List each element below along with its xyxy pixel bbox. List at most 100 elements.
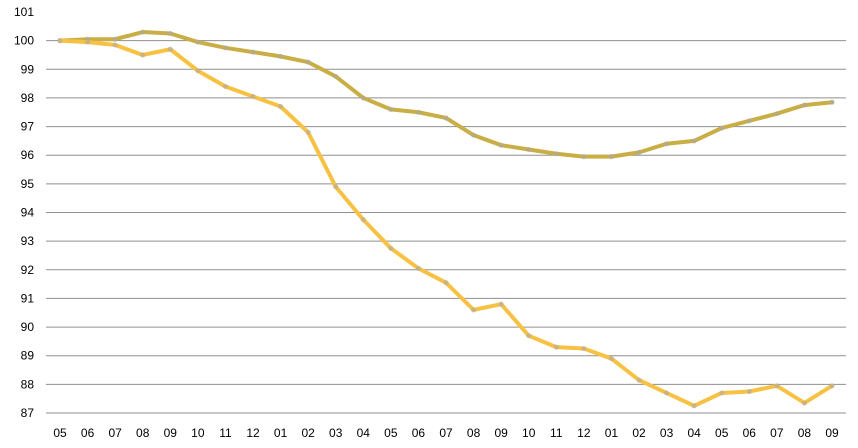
x-tick-label: 08 [467, 426, 481, 440]
data-point [443, 280, 449, 286]
x-tick-label: 09 [164, 426, 178, 440]
data-point [636, 149, 642, 155]
x-tick-label: 03 [660, 426, 674, 440]
data-point [470, 132, 477, 138]
data-point [443, 115, 449, 121]
data-point [498, 301, 504, 307]
data-point [84, 39, 91, 45]
series-group [57, 29, 835, 409]
y-tick-label: 87 [21, 406, 35, 420]
data-point [305, 129, 311, 135]
data-point [498, 142, 504, 148]
data-point [663, 390, 670, 396]
x-tick-label: 05 [53, 426, 67, 440]
data-point [250, 93, 256, 100]
data-point [277, 53, 284, 59]
x-tick-label: 01 [274, 426, 288, 440]
y-tick-label: 91 [21, 291, 35, 305]
x-tick-label: 05 [715, 426, 729, 440]
data-point [333, 73, 339, 80]
y-tick-label: 94 [21, 206, 35, 220]
data-point [167, 30, 173, 37]
data-point [581, 345, 587, 352]
y-tick-label: 98 [21, 91, 35, 105]
series-1 [57, 29, 835, 160]
data-point [608, 154, 615, 160]
x-tick-label: 08 [136, 426, 150, 440]
data-point [746, 388, 752, 395]
y-tick-label: 93 [21, 234, 35, 248]
data-point [663, 141, 670, 147]
x-tick-label: 02 [632, 426, 646, 440]
data-point [415, 109, 422, 115]
data-point [415, 265, 422, 271]
data-point [801, 400, 808, 406]
x-tick-label: 02 [301, 426, 315, 440]
y-tick-label: 89 [21, 349, 35, 363]
y-tick-label: 95 [21, 177, 35, 191]
data-point [581, 154, 587, 160]
data-point [360, 217, 366, 223]
data-point [691, 403, 697, 409]
data-point [333, 184, 339, 190]
y-tick-label: 92 [21, 263, 35, 277]
x-tick-label: 10 [522, 426, 536, 440]
data-point [277, 103, 284, 110]
x-tick-label: 12 [577, 426, 591, 440]
data-point [774, 383, 780, 389]
x-tick-label: 06 [743, 426, 757, 440]
x-tick-label: 07 [439, 426, 453, 440]
data-point [112, 36, 118, 42]
data-point [388, 245, 394, 251]
data-point [719, 125, 725, 131]
data-point [470, 307, 477, 313]
x-tick-label: 06 [412, 426, 426, 440]
data-point [222, 83, 229, 90]
x-tick-label: 03 [329, 426, 343, 440]
data-point [250, 49, 256, 55]
x-tick-label: 07 [108, 426, 122, 440]
data-point [829, 383, 835, 389]
series-line [58, 38, 834, 408]
data-point [305, 59, 311, 65]
gridlines [46, 40, 846, 414]
data-point [222, 45, 229, 51]
data-point [774, 111, 780, 117]
data-point [167, 46, 173, 52]
x-tick-label: 04 [687, 426, 701, 440]
data-point [829, 99, 835, 105]
data-point [553, 344, 559, 350]
series-2 [57, 38, 835, 409]
data-point [140, 29, 146, 35]
x-tick-label: 08 [798, 426, 812, 440]
data-point [608, 355, 615, 362]
data-point [526, 333, 532, 339]
x-tick-label: 12 [246, 426, 260, 440]
y-tick-label: 101 [14, 5, 34, 19]
data-point [195, 68, 201, 74]
data-point [746, 118, 752, 124]
data-point [553, 151, 559, 157]
data-point [636, 377, 642, 383]
y-tick-label: 90 [21, 320, 35, 334]
x-tick-label: 01 [605, 426, 619, 440]
data-point [719, 390, 725, 396]
x-tick-label: 10 [191, 426, 205, 440]
y-tick-label: 97 [21, 120, 35, 134]
y-axis: 87 88 89 90 91 92 93 94 95 96 97 98 99 100 101 [14, 5, 34, 420]
y-tick-label: 100 [14, 34, 34, 48]
data-point [801, 102, 808, 108]
x-tick-label: 05 [384, 426, 398, 440]
data-point [691, 138, 697, 144]
x-tick-label: 06 [81, 426, 95, 440]
data-point [112, 42, 118, 48]
y-tick-label: 88 [21, 377, 35, 391]
series-line [58, 30, 834, 159]
data-point [526, 146, 532, 153]
y-tick-label: 96 [21, 148, 35, 162]
x-tick-label: 11 [219, 426, 232, 440]
data-point [195, 39, 201, 45]
data-point [360, 95, 366, 101]
x-axis: 05 06 07 08 09 10 11 12 01 02 03 04 05 06 07 08 09 10 11 12… [53, 426, 839, 440]
